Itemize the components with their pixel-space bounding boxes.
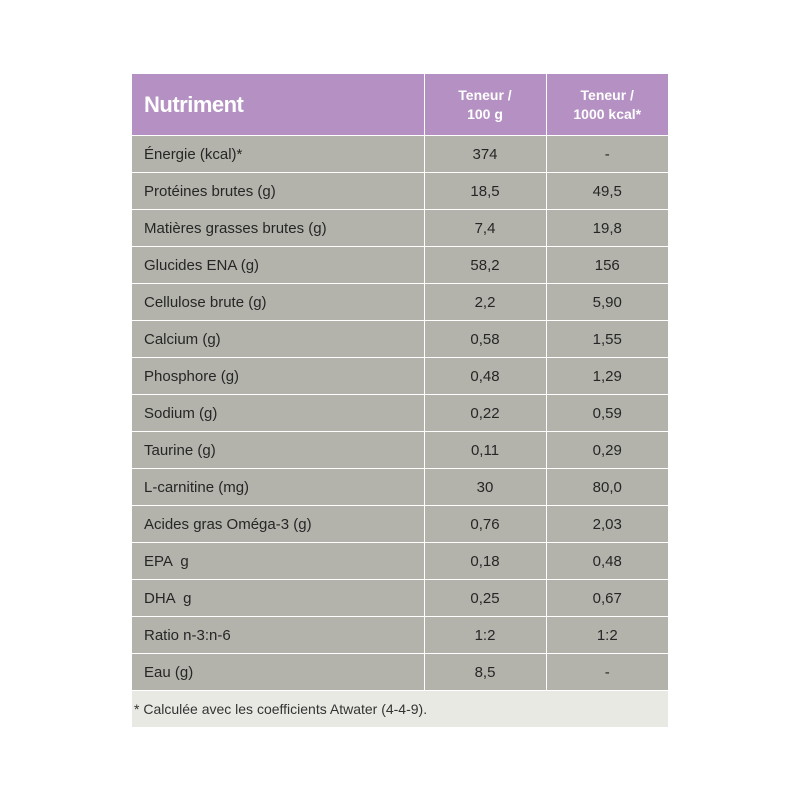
- row-per-1000kcal: 0,48: [546, 542, 668, 580]
- table-header: Nutriment Teneur / 100 g Teneur / 1000 k…: [132, 74, 668, 136]
- row-per-100g: 0,11: [424, 431, 547, 469]
- row-per-100g: 8,5: [424, 653, 547, 690]
- table-row: EPA g 0,18 0,48: [132, 542, 668, 580]
- row-name: Calcium (g): [132, 320, 425, 358]
- row-per-100g: 0,76: [424, 505, 547, 543]
- table-row: Cellulose brute (g) 2,2 5,90: [132, 283, 668, 321]
- header-per-1000kcal-line1: Teneur /: [580, 86, 634, 103]
- row-name: EPA g: [132, 542, 425, 580]
- row-per-100g: 1:2: [424, 616, 547, 654]
- row-per-1000kcal: 19,8: [546, 209, 668, 247]
- table-row: Calcium (g) 0,58 1,55: [132, 320, 668, 358]
- table-row: DHA g 0,25 0,67: [132, 579, 668, 617]
- row-per-100g: 374: [424, 135, 547, 173]
- row-per-1000kcal: 1,29: [546, 357, 668, 395]
- table-row: L-carnitine (mg) 30 80,0: [132, 468, 668, 506]
- nutrition-table: Nutriment Teneur / 100 g Teneur / 1000 k…: [132, 74, 668, 690]
- header-per-100g-line1: Teneur /: [458, 86, 512, 103]
- table-row: Eau (g) 8,5 -: [132, 653, 668, 690]
- nutrition-table-container: Nutriment Teneur / 100 g Teneur / 1000 k…: [132, 74, 668, 727]
- row-name: Sodium (g): [132, 394, 425, 432]
- row-per-1000kcal: 49,5: [546, 172, 668, 210]
- row-per-1000kcal: 1,55: [546, 320, 668, 358]
- row-name: DHA g: [132, 579, 425, 617]
- footnote: * Calculée avec les coefficients Atwater…: [132, 690, 668, 727]
- row-name: Énergie (kcal)*: [132, 135, 425, 173]
- row-name: Cellulose brute (g): [132, 283, 425, 321]
- table-row: Taurine (g) 0,11 0,29: [132, 431, 668, 469]
- row-per-1000kcal: 5,90: [546, 283, 668, 321]
- row-per-1000kcal: -: [546, 135, 668, 173]
- header-per-1000kcal-line2: 1000 kcal*: [573, 105, 642, 122]
- header-per-1000kcal: Teneur / 1000 kcal*: [546, 74, 668, 136]
- row-name: Phosphore (g): [132, 357, 425, 395]
- row-name: Glucides ENA (g): [132, 246, 425, 284]
- row-per-1000kcal: 156: [546, 246, 668, 284]
- table-row: Phosphore (g) 0,48 1,29: [132, 357, 668, 395]
- row-per-100g: 7,4: [424, 209, 547, 247]
- row-per-100g: 30: [424, 468, 547, 506]
- row-per-1000kcal: 0,67: [546, 579, 668, 617]
- row-per-100g: 0,18: [424, 542, 547, 580]
- row-per-1000kcal: 80,0: [546, 468, 668, 506]
- header-per-100g-line2: 100 g: [467, 105, 503, 122]
- row-per-100g: 2,2: [424, 283, 547, 321]
- table-body: Énergie (kcal)* 374 - Protéines brutes (…: [132, 135, 668, 690]
- row-per-100g: 0,58: [424, 320, 547, 358]
- table-row: Sodium (g) 0,22 0,59: [132, 394, 668, 432]
- header-row: Nutriment Teneur / 100 g Teneur / 1000 k…: [132, 74, 668, 136]
- table-row: Ratio n-3:n-6 1:2 1:2: [132, 616, 668, 654]
- row-name: Eau (g): [132, 653, 425, 690]
- table-row: Acides gras Oméga-3 (g) 0,76 2,03: [132, 505, 668, 543]
- row-per-100g: 18,5: [424, 172, 547, 210]
- row-name: Protéines brutes (g): [132, 172, 425, 210]
- table-row: Énergie (kcal)* 374 -: [132, 135, 668, 173]
- row-name: Taurine (g): [132, 431, 425, 469]
- table-row: Protéines brutes (g) 18,5 49,5: [132, 172, 668, 210]
- header-nutriment: Nutriment: [132, 74, 425, 136]
- row-per-1000kcal: 1:2: [546, 616, 668, 654]
- row-name: Matières grasses brutes (g): [132, 209, 425, 247]
- table-row: Matières grasses brutes (g) 7,4 19,8: [132, 209, 668, 247]
- row-per-1000kcal: -: [546, 653, 668, 690]
- row-name: Acides gras Oméga-3 (g): [132, 505, 425, 543]
- row-name: L-carnitine (mg): [132, 468, 425, 506]
- row-name: Ratio n-3:n-6: [132, 616, 425, 654]
- row-per-100g: 0,48: [424, 357, 547, 395]
- row-per-1000kcal: 2,03: [546, 505, 668, 543]
- row-per-1000kcal: 0,59: [546, 394, 668, 432]
- row-per-100g: 0,25: [424, 579, 547, 617]
- header-per-100g: Teneur / 100 g: [424, 74, 547, 136]
- row-per-1000kcal: 0,29: [546, 431, 668, 469]
- table-row: Glucides ENA (g) 58,2 156: [132, 246, 668, 284]
- row-per-100g: 58,2: [424, 246, 547, 284]
- row-per-100g: 0,22: [424, 394, 547, 432]
